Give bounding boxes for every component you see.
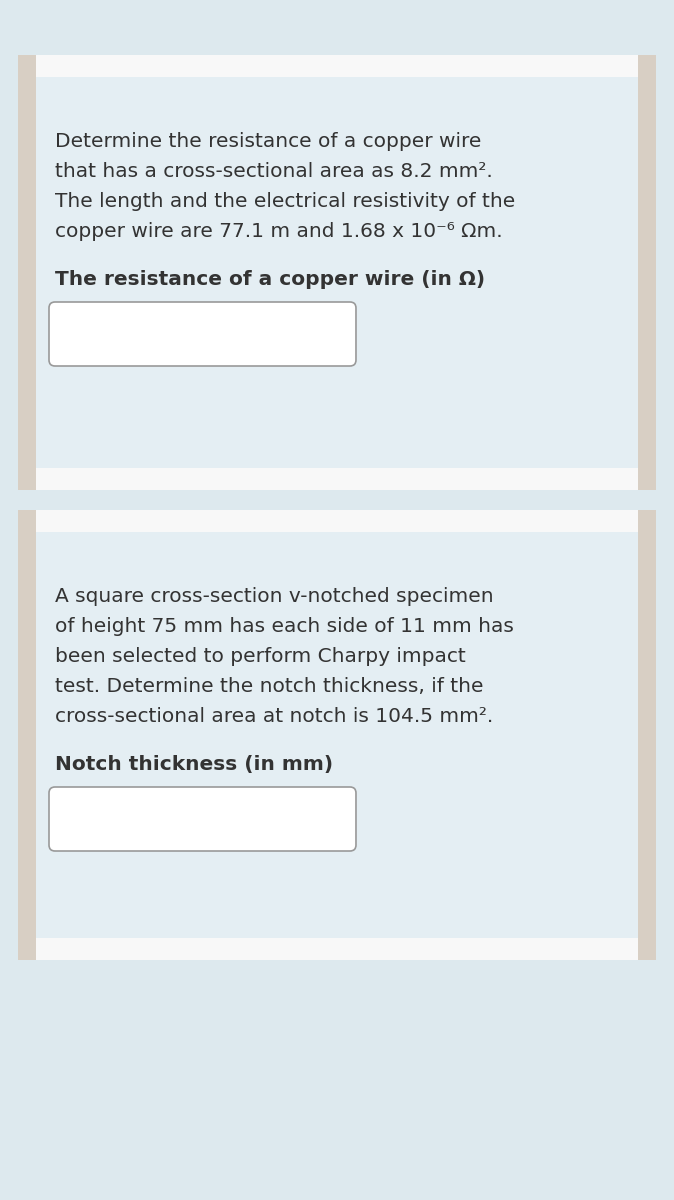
Text: test. Determine the notch thickness, if the: test. Determine the notch thickness, if … [55,677,483,696]
Text: copper wire are 77.1 m and 1.68 x 10⁻⁶ Ωm.: copper wire are 77.1 m and 1.68 x 10⁻⁶ Ω… [55,222,503,241]
Bar [638,55,656,490]
Text: The resistance of a copper wire (in Ω): The resistance of a copper wire (in Ω) [55,270,485,289]
Text: been selected to perform Charpy impact: been selected to perform Charpy impact [55,647,466,666]
Bar [18,510,36,960]
Text: Notch thickness (in mm): Notch thickness (in mm) [55,755,333,774]
Text: cross-sectional area at notch is 104.5 mm².: cross-sectional area at notch is 104.5 m… [55,707,493,726]
Text: of height 75 mm has each side of 11 mm has: of height 75 mm has each side of 11 mm h… [55,617,514,636]
Text: that has a cross-sectional area as 8.2 mm².: that has a cross-sectional area as 8.2 m… [55,162,493,181]
Bar [36,938,638,960]
FancyBboxPatch shape [36,532,638,938]
Text: Determine the resistance of a copper wire: Determine the resistance of a copper wir… [55,132,481,151]
Bar [36,468,638,490]
FancyBboxPatch shape [49,302,356,366]
Bar [36,55,638,77]
Text: The length and the electrical resistivity of the: The length and the electrical resistivit… [55,192,515,211]
Text: A square cross-section v-notched specimen: A square cross-section v-notched specime… [55,587,493,606]
Bar [36,510,638,532]
FancyBboxPatch shape [36,77,638,468]
FancyBboxPatch shape [49,787,356,851]
Bar [18,55,36,490]
Bar [638,510,656,960]
